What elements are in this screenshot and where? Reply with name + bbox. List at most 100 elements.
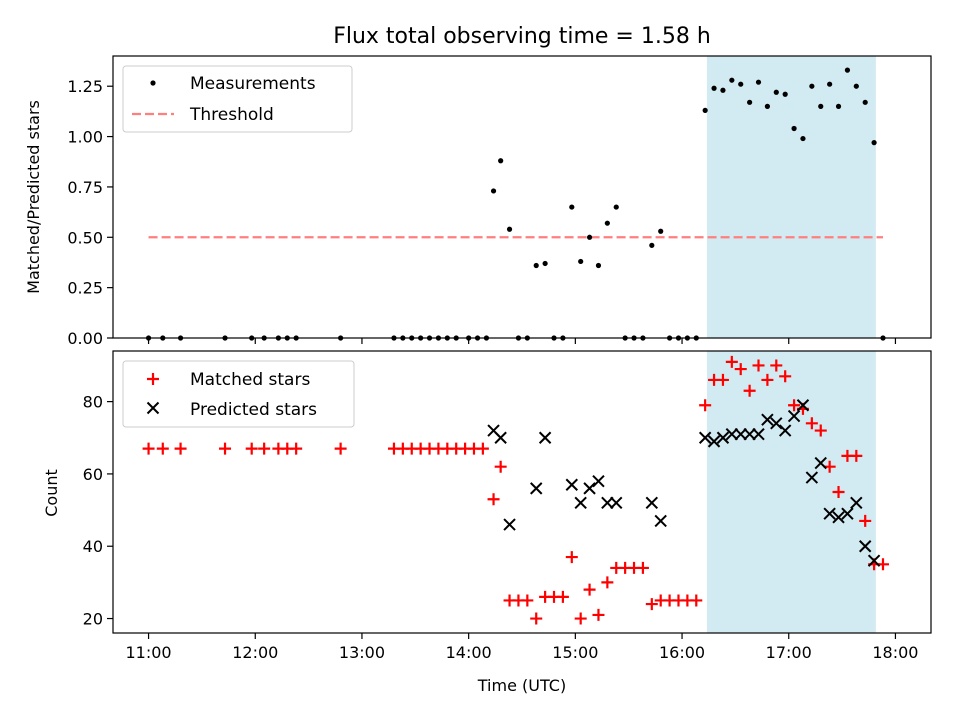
predicted-star-point <box>787 409 801 423</box>
bottom-xtick-label: 14:00 <box>446 643 492 662</box>
predicted-star-point <box>850 496 863 510</box>
matched-star-point <box>636 561 649 574</box>
chart-title: Flux total observing time = 1.58 h <box>333 24 711 49</box>
x-axis-label: Time (UTC) <box>477 676 566 695</box>
bottom-xtick-label: 11:00 <box>126 643 172 662</box>
top-y-axis-label: Matched/Predicted stars <box>24 100 43 294</box>
predicted-star-point <box>494 431 507 444</box>
predicted-star-point <box>716 431 730 444</box>
measurement-point <box>542 260 548 267</box>
top-ytick-label: 0.00 <box>67 329 103 348</box>
matched-star-point <box>574 612 587 625</box>
measurement-point <box>711 85 717 91</box>
bottom-xtick-label: 15:00 <box>552 643 598 662</box>
matched-star-point <box>487 493 500 506</box>
matched-star-point <box>850 449 863 462</box>
top-ytick-label: 0.75 <box>67 178 103 197</box>
measurement-point <box>791 125 797 132</box>
matched-star-point <box>494 460 507 473</box>
top-ytick-label: 1.25 <box>67 77 103 96</box>
measurement-point <box>586 234 593 240</box>
matched-star-point <box>699 399 712 412</box>
matched-star-point <box>814 424 827 437</box>
measurement-point <box>613 204 619 210</box>
measurement-point <box>773 89 779 95</box>
predicted-star-point <box>823 507 836 520</box>
predicted-star-point <box>814 456 827 470</box>
matched-star-point <box>779 370 792 383</box>
measurement-point <box>871 140 877 146</box>
predicted-star-point <box>565 478 578 491</box>
matched-star-point <box>743 384 756 397</box>
predicted-star-point <box>538 431 552 444</box>
matched-star-point <box>601 576 614 589</box>
predicted-star-point <box>796 399 810 412</box>
measurement-point <box>490 188 497 194</box>
measurement-point <box>578 258 584 265</box>
legend-matched-marker <box>147 373 159 385</box>
bottom-xtick-label: 13:00 <box>339 643 385 662</box>
top-highlight-span <box>706 56 876 338</box>
matched-star-point <box>530 612 543 625</box>
bottom-xtick-label: 12:00 <box>232 643 278 662</box>
matched-star-point <box>788 399 801 412</box>
bottom-legend: Matched stars Predicted stars <box>122 360 355 428</box>
matched-star-point <box>174 442 187 455</box>
bottom-ytick-label: 60 <box>83 465 103 484</box>
predicted-star-point <box>601 496 614 510</box>
bottom-ytick-label: 40 <box>83 537 103 556</box>
predicted-star-point <box>841 507 854 520</box>
top-axes-frame <box>112 55 932 339</box>
predicted-star-point <box>725 427 739 441</box>
predicted-star-point <box>752 427 765 441</box>
predicted-star-point <box>645 496 659 510</box>
measurement-point <box>720 87 726 93</box>
predicted-star-point <box>503 518 516 531</box>
top-legend: Measurements Threshold <box>122 65 353 133</box>
matched-star-point <box>219 442 232 455</box>
bottom-y-axis-label: Count <box>42 469 61 517</box>
matched-star-point <box>725 355 738 368</box>
legend-threshold-label: Threshold <box>189 105 274 125</box>
matched-star-point <box>556 590 569 603</box>
matched-star-point <box>752 359 765 372</box>
top-ytick-label: 1.00 <box>67 128 103 147</box>
matched-star-point <box>521 594 534 607</box>
measurement-point <box>818 103 824 109</box>
predicted-star-point <box>778 424 792 437</box>
legend-measurements-label: Measurements <box>190 74 316 94</box>
matched-star-point <box>690 594 703 607</box>
legend-predicted-label: Predicted stars <box>190 400 317 420</box>
bottom-xtick-label: 17:00 <box>766 643 812 662</box>
measurement-point <box>747 99 753 105</box>
predicted-star-point <box>867 554 881 567</box>
top-ytick-label: 0.25 <box>67 279 103 298</box>
bottom-highlight-span <box>706 351 876 633</box>
legend-predicted-marker <box>146 401 160 415</box>
measurement-point <box>533 262 539 269</box>
predicted-star-point <box>734 427 747 441</box>
measurement-point <box>853 83 859 89</box>
measurement-point <box>844 67 851 73</box>
bottom-xtick-label: 16:00 <box>659 643 705 662</box>
top-ytick-label: 0.50 <box>67 228 103 247</box>
matched-star-point <box>592 608 605 621</box>
measurement-point <box>738 81 744 87</box>
predicted-star-point <box>698 431 712 444</box>
matched-star-point <box>565 551 578 564</box>
matched-star-point <box>156 442 169 455</box>
matched-star-point <box>770 359 783 372</box>
top-panel: 0.00 0.25 0.50 0.75 1.00 1.25 Matched/Predict… <box>24 55 932 348</box>
measurement-point <box>649 242 655 248</box>
matched-star-point <box>583 583 596 596</box>
measurement-point <box>835 103 842 109</box>
matched-star-point <box>832 486 845 498</box>
legend-matched-label: Matched stars <box>190 370 310 390</box>
predicted-star-point <box>592 474 605 488</box>
predicted-star-point <box>583 482 596 495</box>
matched-star-point <box>142 442 155 455</box>
bottom-ytick-label: 20 <box>83 610 103 629</box>
matched-star-point <box>734 363 747 376</box>
matched-star-point <box>761 373 774 386</box>
